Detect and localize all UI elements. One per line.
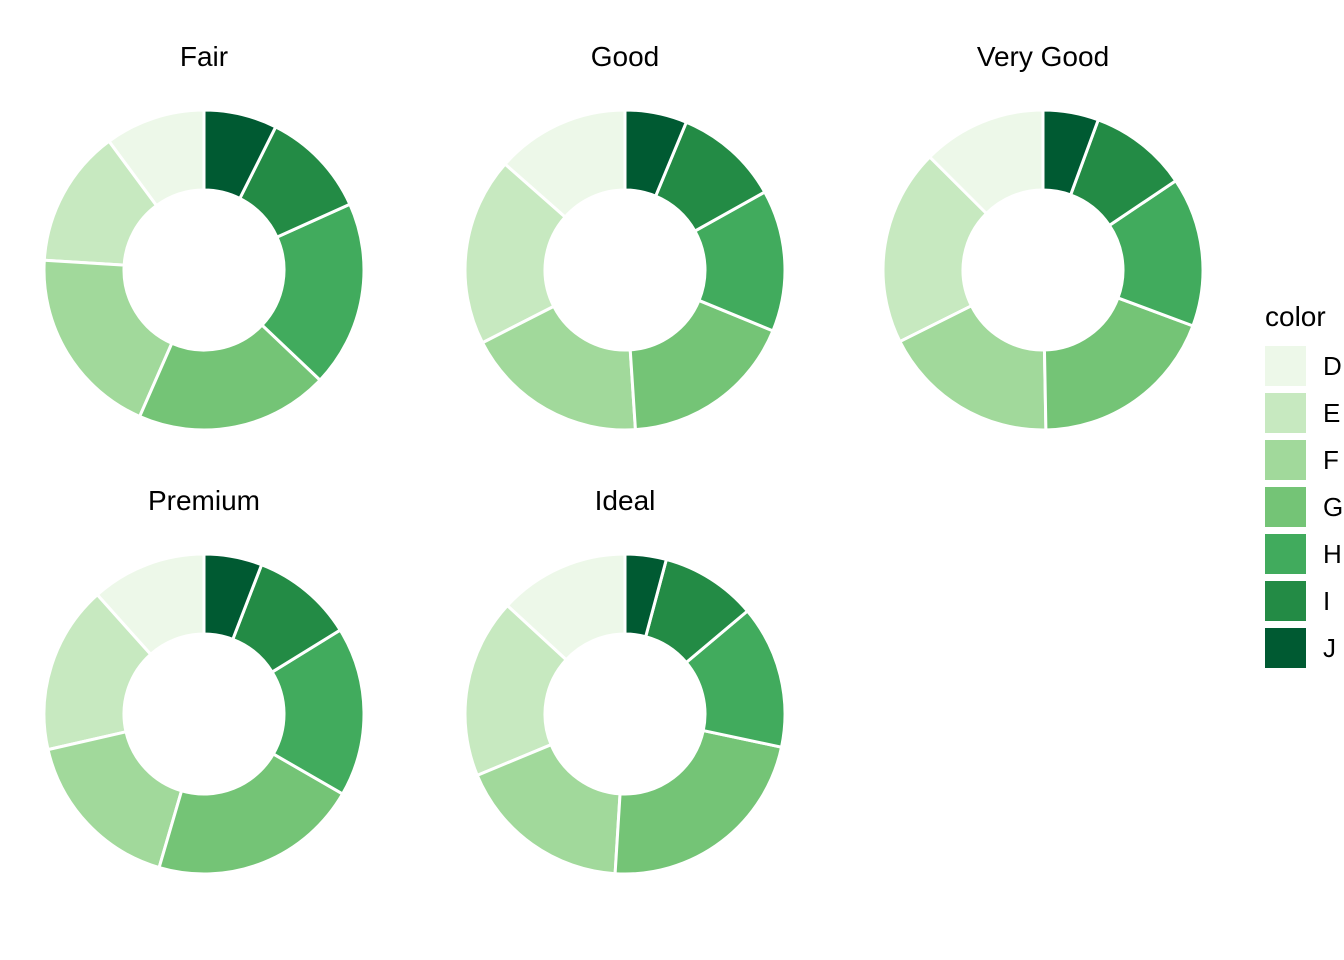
donut-chart-very-good	[881, 108, 1205, 432]
donut-slice-e	[463, 162, 567, 345]
legend-label-f: F	[1323, 444, 1339, 475]
panel-title-ideal: Ideal	[594, 485, 656, 516]
panel-ideal: Ideal	[460, 474, 790, 879]
donut-slice-h	[260, 202, 366, 382]
panel-title-good: Good	[590, 41, 660, 72]
donut-chart-premium	[42, 552, 366, 876]
legend-swatch-h	[1265, 534, 1306, 574]
legend-swatch-d	[1265, 346, 1306, 386]
donut-slice-j	[202, 108, 278, 200]
legend-entry-j: J	[1265, 628, 1343, 668]
donut-slice-j	[1041, 108, 1100, 197]
donut-slice-e	[42, 593, 153, 752]
legend-swatch-j	[1265, 628, 1306, 668]
donut-chart-fair	[42, 108, 366, 432]
legend-label-d: D	[1323, 350, 1342, 381]
panel-very-good: Very Good	[878, 30, 1208, 435]
donut-slice-e	[463, 604, 568, 777]
legend-entry-e: E	[1265, 393, 1343, 433]
donut-slice-f	[42, 258, 174, 418]
legend-label-j: J	[1323, 632, 1336, 663]
legend-swatch-g	[1265, 487, 1306, 527]
panel-title-very-good: Very Good	[976, 41, 1110, 72]
donut-slice-j	[623, 552, 668, 639]
legend-swatch-e	[1265, 393, 1306, 433]
donut-slice-f	[46, 730, 184, 870]
donut-chart-ideal	[463, 552, 787, 876]
legend-label-h: H	[1323, 538, 1342, 569]
legend: color D E F G H	[1265, 302, 1343, 675]
donut-slice-h	[270, 628, 366, 796]
panel-fair: Fair	[39, 30, 369, 435]
donut-slice-g	[138, 323, 322, 432]
donut-slice-j	[202, 552, 264, 641]
legend-entries: D E F G H I J	[1265, 346, 1343, 668]
legend-label-i: I	[1323, 585, 1331, 616]
donut-chart-good	[463, 108, 787, 432]
donut-slice-f	[475, 743, 622, 876]
panel-title-premium: Premium	[147, 485, 260, 516]
legend-entry-h: H	[1265, 534, 1343, 574]
panel-premium: Premium	[39, 474, 369, 879]
legend-entry-i: I	[1265, 581, 1343, 621]
panel-good: Good	[460, 30, 790, 435]
donut-slice-g	[613, 729, 784, 876]
donut-slice-g	[628, 298, 775, 432]
legend-entry-g: G	[1265, 487, 1343, 527]
donut-slice-j	[623, 108, 688, 198]
panel-title-fair: Fair	[179, 41, 229, 72]
legend-label-e: E	[1323, 397, 1341, 428]
donut-slice-g	[157, 752, 345, 876]
legend-swatch-i	[1265, 581, 1306, 621]
legend-entry-f: F	[1265, 440, 1343, 480]
legend-entry-d: D	[1265, 346, 1343, 386]
legend-label-g: G	[1323, 491, 1344, 522]
donut-slice-g	[1042, 296, 1195, 432]
legend-title: color	[1265, 301, 1326, 332]
legend-swatch-f	[1265, 440, 1306, 480]
donut-slice-e	[881, 155, 988, 344]
donut-slice-f	[898, 304, 1048, 432]
donut-slice-f	[480, 304, 637, 432]
